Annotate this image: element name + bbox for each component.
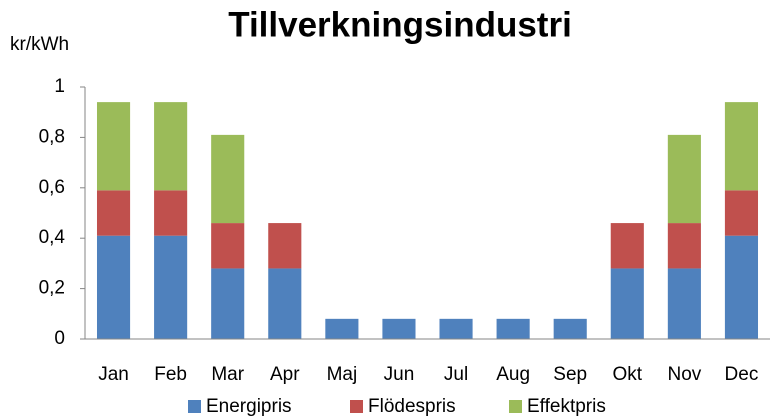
bar-segment bbox=[724, 102, 759, 191]
bar-segment bbox=[610, 223, 644, 269]
x-tick-label: Nov bbox=[667, 364, 701, 385]
y-tick-label: 0,4 bbox=[39, 227, 66, 248]
legend-label: Energipris bbox=[206, 396, 292, 417]
bar-segment bbox=[382, 318, 416, 339]
bar-segment bbox=[96, 102, 131, 191]
legend-label: Flödespris bbox=[368, 396, 456, 417]
legend-label: Effektpris bbox=[527, 396, 606, 417]
y-tick-label: 0 bbox=[54, 328, 65, 349]
x-tick-label: Sep bbox=[553, 364, 587, 385]
bar-segment bbox=[268, 268, 302, 339]
y-axis-label: kr/kWh bbox=[10, 34, 69, 55]
bar-segment bbox=[325, 318, 359, 339]
bar-segment bbox=[496, 318, 530, 339]
bar-segment bbox=[154, 235, 188, 339]
legend-swatch bbox=[350, 400, 363, 413]
bar-segment bbox=[724, 235, 759, 339]
legend-swatch bbox=[188, 400, 201, 413]
y-tick-label: 0,6 bbox=[39, 177, 65, 198]
bar-segment bbox=[667, 223, 701, 269]
bar-segment bbox=[724, 190, 759, 236]
x-tick-label: Feb bbox=[154, 364, 187, 385]
bar-segment bbox=[439, 318, 473, 339]
x-tick-label: Mar bbox=[211, 364, 244, 385]
bar-segment bbox=[211, 134, 245, 224]
x-tick-label: Apr bbox=[270, 364, 300, 385]
x-tick-label: Aug bbox=[496, 364, 530, 385]
bar-segment bbox=[553, 318, 587, 339]
bar-segment bbox=[211, 268, 245, 339]
x-tick-label: Okt bbox=[613, 364, 643, 385]
x-tick-label: Jan bbox=[98, 364, 129, 385]
bar-segment bbox=[667, 268, 701, 339]
x-tick-label: Maj bbox=[327, 364, 358, 385]
y-tick-label: 1 bbox=[54, 76, 65, 97]
x-tick-label: Jun bbox=[384, 364, 415, 385]
x-tick-label: Dec bbox=[725, 364, 759, 385]
y-tick-label: 0,8 bbox=[39, 126, 65, 147]
bar-segment bbox=[154, 190, 188, 236]
chart-title: Tillverkningsindustri bbox=[228, 5, 572, 44]
bar-segment bbox=[96, 235, 131, 339]
y-tick-label: 0,2 bbox=[39, 278, 65, 299]
bar-segment bbox=[268, 223, 302, 269]
bar-segment bbox=[211, 223, 245, 269]
bar-segment bbox=[96, 190, 131, 236]
bar-segment bbox=[610, 268, 644, 339]
bar-segment bbox=[154, 102, 188, 191]
bar-segment bbox=[667, 134, 701, 224]
legend-swatch bbox=[509, 400, 522, 413]
x-tick-label: Jul bbox=[444, 364, 468, 385]
